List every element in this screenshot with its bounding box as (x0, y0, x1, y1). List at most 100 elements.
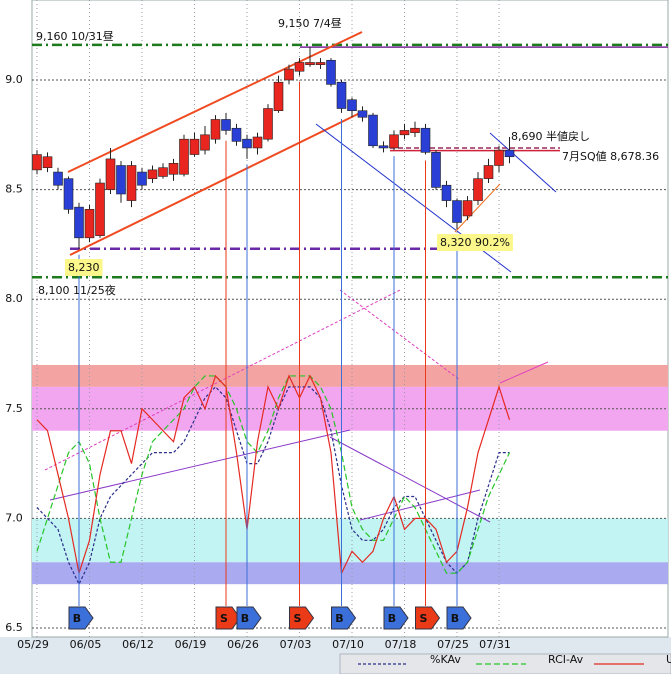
x-tick-label: 06/19 (175, 638, 207, 651)
x-tick-label: 05/29 (17, 638, 49, 651)
candle-body (294, 62, 305, 72)
candle-body (378, 145, 389, 149)
legend-label: UI (666, 653, 671, 666)
signal-label: S (220, 612, 228, 625)
x-tick-label: 07/25 (437, 638, 469, 651)
candle-body (168, 163, 179, 175)
signal-arrow (446, 606, 472, 630)
trend-line (69, 111, 363, 256)
candle-body (399, 130, 410, 136)
signal-arrow (289, 606, 315, 630)
candle-body (95, 182, 105, 236)
candle-body (357, 110, 368, 118)
candle-body (326, 59, 336, 85)
annotation: 7月SQ値 8,678.36 (562, 150, 659, 163)
y-tick-label: 9.0 (5, 73, 23, 86)
annotation: 9,150 7/4昼 (278, 17, 342, 30)
candle-body (53, 171, 63, 186)
candle-body (273, 81, 284, 111)
candle-body (336, 81, 347, 109)
signal-arrow (383, 606, 409, 630)
candle-body (462, 200, 473, 217)
annotation: 8,320 90.2% (440, 236, 510, 249)
candle-body (504, 149, 515, 158)
trend-line (359, 489, 481, 521)
signal-label: B (241, 612, 249, 625)
signal-label: S (294, 612, 302, 625)
trend-line (44, 289, 401, 471)
candle-body (494, 149, 504, 166)
candle-body (420, 127, 431, 153)
candle-body (305, 62, 315, 65)
candle-body (368, 114, 378, 147)
signal-arrow (415, 606, 441, 630)
signal-label: B (451, 612, 459, 625)
signal-label: S (420, 612, 428, 625)
y-tick-label: 8.0 (5, 292, 23, 305)
candle-body (210, 119, 221, 140)
trend-line (499, 361, 549, 384)
legend-label: %KAv (430, 653, 461, 666)
y-tick-label: 7.5 (5, 402, 23, 415)
x-tick-label: 07/03 (280, 638, 312, 651)
candle-body (431, 152, 441, 188)
zone-band (32, 364, 668, 387)
candle-body (200, 134, 210, 151)
candle-body (84, 209, 95, 239)
trend-line (329, 436, 491, 523)
candle-body (483, 165, 494, 179)
annotation: 8,230 (68, 261, 100, 274)
candle-body (63, 178, 74, 210)
x-tick-label: 07/31 (479, 638, 511, 651)
candle-body (410, 127, 420, 133)
candle-body (441, 184, 452, 201)
candle-body (452, 200, 462, 223)
indicator-line (36, 374, 511, 576)
signal-label: B (73, 612, 81, 625)
annotation: 8,690 半値戻し (511, 129, 590, 143)
y-tick-label: 8.5 (5, 183, 23, 196)
candle-body (473, 178, 483, 201)
candle-body (116, 165, 126, 195)
signal-arrow (68, 606, 94, 630)
candle-body (137, 171, 147, 186)
candle-body (147, 169, 158, 179)
annotation: 9,160 10/31昼 (36, 30, 114, 43)
candle-body (242, 138, 252, 149)
indicator-line (36, 386, 510, 586)
candle-body (42, 156, 53, 168)
candle-body (315, 62, 326, 65)
signal-label: B (335, 612, 343, 625)
annotation-box (437, 234, 513, 251)
signal-arrow (236, 606, 262, 630)
annotation-box (65, 259, 103, 276)
zone-band (32, 562, 668, 585)
legend-label: RCI-Av (548, 653, 584, 666)
candle-body (126, 165, 137, 201)
x-tick-label: 07/10 (332, 638, 364, 651)
y-tick-label: 7.0 (5, 511, 23, 524)
trend-line (489, 132, 557, 193)
x-tick-label: 06/12 (122, 638, 154, 651)
trend-line (67, 31, 363, 173)
x-tick-label: 06/26 (227, 638, 259, 651)
signal-arrow (331, 606, 357, 630)
candle-body (158, 167, 168, 177)
candle-body (263, 108, 273, 140)
trend-line (339, 289, 461, 381)
candle-body (252, 136, 263, 149)
candle-body (32, 154, 42, 171)
candle-body (179, 138, 189, 175)
candle-body (189, 138, 200, 155)
signal-arrow (215, 606, 241, 630)
x-tick-label: 07/18 (385, 638, 417, 651)
annotation: 8,100 11/25夜 (38, 283, 116, 297)
candle-body (231, 127, 242, 142)
signal-label: B (388, 612, 396, 625)
candle-body (284, 68, 294, 81)
x-tick-label: 06/05 (70, 638, 102, 651)
candle-body (221, 119, 231, 131)
candle-body (389, 134, 399, 149)
candle-body (347, 99, 357, 111)
